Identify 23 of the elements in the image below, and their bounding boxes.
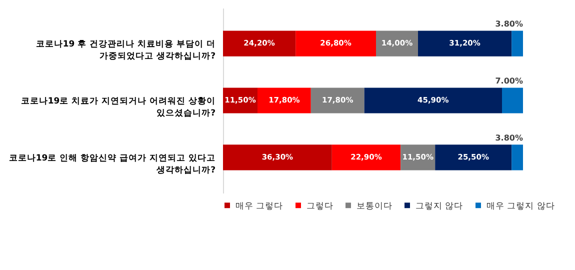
bar bbox=[296, 30, 376, 56]
bar bbox=[512, 30, 523, 56]
bar bbox=[332, 144, 401, 170]
bar bbox=[502, 88, 523, 114]
y-tick-label: 코로나19로 인해 항암신약 급여가 지연되고 있다고 생각하십니까? bbox=[8, 153, 216, 176]
bar bbox=[258, 88, 311, 114]
bar bbox=[512, 144, 523, 170]
legend-label: 그렇다 bbox=[306, 201, 334, 212]
data-label: 3.80% bbox=[495, 133, 523, 142]
legend-label: 매우 그렇지 않다 bbox=[486, 201, 555, 212]
bar bbox=[223, 30, 296, 56]
bar bbox=[364, 88, 502, 114]
legend-label: 매우 그렇다 bbox=[236, 201, 284, 212]
y-tick-label: 코로나19로 치료가 지연되거나 어려워진 상황이 있으셨습니까? bbox=[20, 96, 216, 118]
bar bbox=[418, 30, 512, 56]
data-label: 7.00% bbox=[495, 76, 523, 86]
bar bbox=[223, 144, 332, 170]
legend-label: 보통이다 bbox=[356, 201, 392, 212]
data-label: 3.80% bbox=[495, 20, 523, 29]
legend-label: 그렇지 않다 bbox=[416, 201, 464, 212]
bar bbox=[435, 144, 512, 170]
y-tick-label: 코로나19 후 건강관리나 치료비용 부담이 더 가중되었다고 생각하십니까? bbox=[36, 40, 216, 62]
bar bbox=[310, 88, 364, 114]
